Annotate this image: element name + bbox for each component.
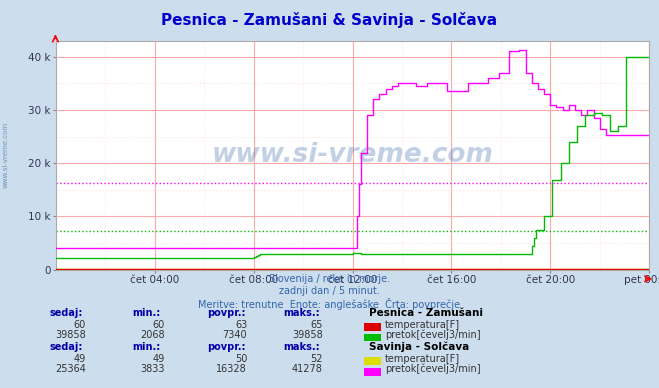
Text: povpr.:: povpr.: [208, 342, 246, 352]
Text: sedaj:: sedaj: [49, 342, 83, 352]
Text: 2068: 2068 [140, 330, 165, 340]
Text: 49: 49 [152, 353, 165, 364]
Text: Slovenija / reke in morje.: Slovenija / reke in morje. [269, 274, 390, 284]
Text: www.si-vreme.com: www.si-vreme.com [2, 122, 9, 188]
Text: 50: 50 [235, 353, 247, 364]
Text: pretok[čevelj3/min]: pretok[čevelj3/min] [385, 364, 480, 374]
Text: temperatura[F]: temperatura[F] [385, 320, 460, 330]
Text: min.:: min.: [132, 342, 160, 352]
Text: Pesnica - Zamušani & Savinja - Solčava: Pesnica - Zamušani & Savinja - Solčava [161, 12, 498, 28]
Text: zadnji dan / 5 minut.: zadnji dan / 5 minut. [279, 286, 380, 296]
Text: 16328: 16328 [216, 364, 247, 374]
Text: maks.:: maks.: [283, 308, 320, 318]
Text: 52: 52 [310, 353, 323, 364]
Text: 7340: 7340 [223, 330, 247, 340]
Text: 65: 65 [310, 320, 323, 330]
Text: 39858: 39858 [55, 330, 86, 340]
Text: 3833: 3833 [140, 364, 165, 374]
Text: 63: 63 [235, 320, 247, 330]
Text: 25364: 25364 [55, 364, 86, 374]
Text: 60: 60 [152, 320, 165, 330]
Text: 39858: 39858 [292, 330, 323, 340]
Text: maks.:: maks.: [283, 342, 320, 352]
Text: 41278: 41278 [292, 364, 323, 374]
Text: temperatura[F]: temperatura[F] [385, 353, 460, 364]
Text: 60: 60 [73, 320, 86, 330]
Text: www.si-vreme.com: www.si-vreme.com [212, 142, 494, 168]
Text: Savinja - Solčava: Savinja - Solčava [369, 341, 469, 352]
Text: min.:: min.: [132, 308, 160, 318]
Text: sedaj:: sedaj: [49, 308, 83, 318]
Text: pretok[čevelj3/min]: pretok[čevelj3/min] [385, 330, 480, 340]
Text: Pesnica - Zamušani: Pesnica - Zamušani [369, 308, 483, 318]
Text: Meritve: trenutne  Enote: anglešaške  Črta: povprečje: Meritve: trenutne Enote: anglešaške Črta… [198, 298, 461, 310]
Text: 49: 49 [73, 353, 86, 364]
Text: povpr.:: povpr.: [208, 308, 246, 318]
